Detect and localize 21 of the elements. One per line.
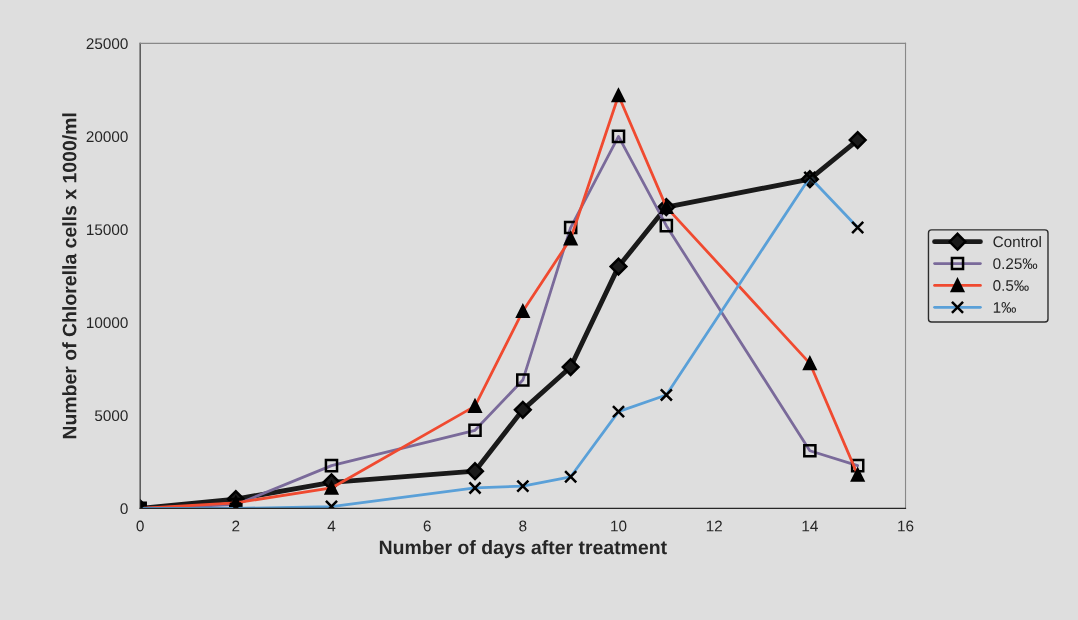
legend-label: 0.25‰ (993, 258, 1038, 270)
y-tick-label: 10000 (87, 317, 128, 329)
y-tick-label: 5000 (94, 410, 128, 422)
y-tick-label: 0 (120, 503, 128, 515)
legend-label: 1‰ (993, 302, 1016, 313)
x-tick-label: 6 (423, 520, 431, 532)
legend-label: 0.5‰ (993, 280, 1029, 291)
y-tick-label: 20000 (86, 131, 128, 143)
x-tick-label: 8 (519, 520, 527, 532)
y-tick-label: 25000 (86, 38, 128, 50)
legend-label: Control (993, 235, 1041, 248)
x-tick-label: 16 (898, 520, 914, 532)
x-tick-label: 4 (327, 520, 336, 532)
x-tick-label: 10 (611, 520, 627, 532)
y-axis-title: Number of Chlorella cells x 1000/ml (62, 113, 77, 439)
y-tick-label: 15000 (87, 224, 128, 236)
x-axis-title: Number of days after treatment (379, 540, 667, 559)
x-tick-label: 2 (232, 520, 240, 532)
x-tick-label: 12 (706, 520, 722, 532)
x-tick-label: 0 (136, 520, 144, 532)
x-tick-label: 14 (802, 520, 818, 532)
